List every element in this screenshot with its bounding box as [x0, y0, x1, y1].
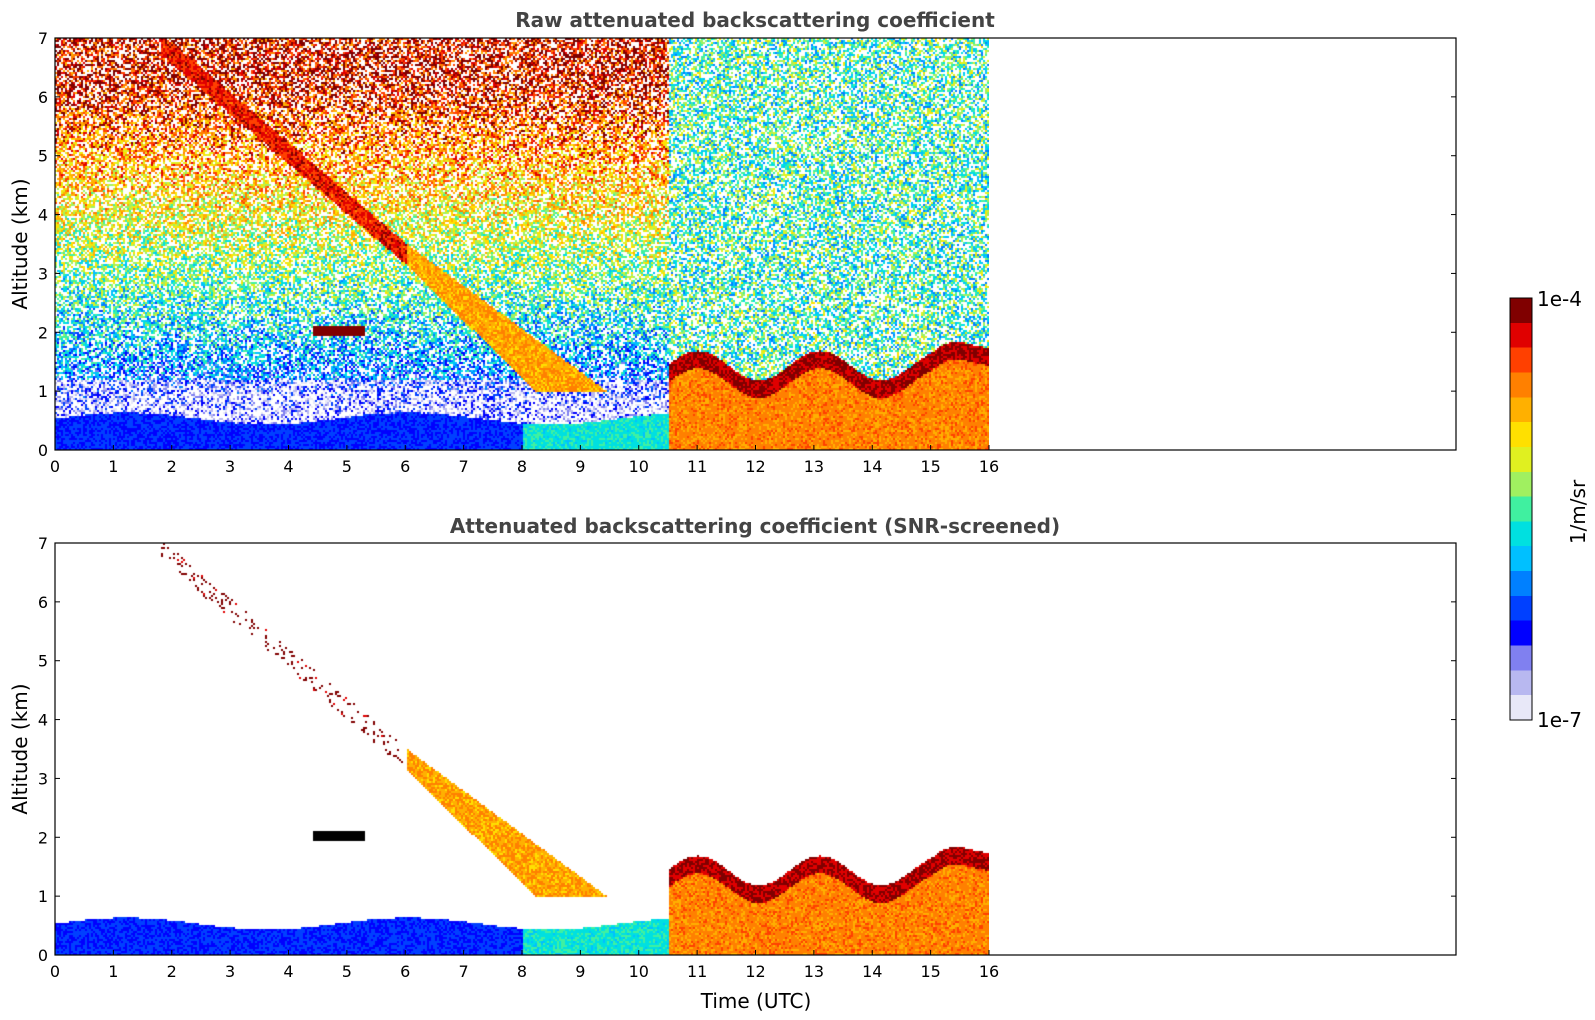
panel-screened-title: Attenuated backscattering coefficient (S…: [450, 514, 1060, 538]
heatmap-image: [55, 38, 989, 450]
y-tick-label: 0: [38, 441, 48, 460]
x-tick-label: 10: [629, 962, 649, 981]
panel-screened-y-label: Altitude (km): [8, 683, 32, 814]
y-tick-label: 1: [38, 887, 48, 906]
panel-screened-x-ticks: 0 1 2 3 4 5 6 7 8 9 10 11 12 13 14 15 16: [50, 950, 999, 981]
y-tick-label: 5: [38, 147, 48, 166]
colorbar-min-label: 1e-7: [1537, 708, 1582, 732]
x-tick-label: 11: [687, 457, 707, 476]
x-tick-label: 10: [629, 457, 649, 476]
panel-screened: Attenuated backscattering coefficient (S…: [8, 514, 1457, 1013]
x-tick-label: 7: [459, 457, 469, 476]
x-tick-label: 14: [862, 962, 882, 981]
panel-screened-heatmap: [55, 543, 989, 955]
x-tick-label: 6: [400, 962, 410, 981]
panel-raw: Raw attenuated backscattering coefficien…: [8, 8, 1457, 476]
colorbar: 1e-4 1e-7 1/m/sr: [1509, 287, 1590, 732]
x-tick-label: 4: [283, 457, 293, 476]
y-tick-label: 3: [38, 264, 48, 283]
x-tick-label: 6: [400, 457, 410, 476]
panel-raw-y-ticks: 0 1 2 3 4 5 6 7: [38, 29, 1456, 460]
x-tick-label: 5: [342, 962, 352, 981]
x-tick-label: 5: [342, 457, 352, 476]
x-tick-label: 0: [50, 962, 60, 981]
y-tick-label: 6: [38, 88, 48, 107]
colorbar-unit-label: 1/m/sr: [1566, 479, 1590, 544]
x-tick-label: 13: [804, 457, 824, 476]
x-tick-label: 16: [979, 962, 999, 981]
y-tick-label: 2: [38, 828, 48, 847]
x-tick-label: 4: [283, 962, 293, 981]
x-tick-label: 12: [745, 962, 765, 981]
panel-raw-heatmap: [55, 38, 989, 450]
y-tick-label: 2: [38, 323, 48, 342]
y-tick-label: 4: [38, 711, 48, 730]
x-tick-label: 15: [920, 457, 940, 476]
panel-raw-y-label: Altitude (km): [8, 178, 32, 309]
y-tick-label: 7: [38, 534, 48, 553]
x-tick-label: 9: [575, 962, 585, 981]
x-tick-label: 8: [517, 962, 527, 981]
colorbar-max-label: 1e-4: [1537, 287, 1582, 311]
y-tick-label: 7: [38, 29, 48, 48]
x-tick-label: 16: [979, 457, 999, 476]
heatmap-image: [55, 543, 989, 955]
y-tick-label: 5: [38, 652, 48, 671]
x-tick-label: 12: [745, 457, 765, 476]
x-tick-label: 13: [804, 962, 824, 981]
x-tick-label: 14: [862, 457, 882, 476]
x-tick-label: 2: [167, 962, 177, 981]
colorbar-bar: [1509, 297, 1533, 721]
y-tick-label: 6: [38, 593, 48, 612]
x-tick-label: 7: [459, 962, 469, 981]
x-tick-label: 1: [108, 457, 118, 476]
panel-screened-x-label: Time (UTC): [700, 989, 812, 1013]
x-tick-label: 3: [225, 962, 235, 981]
x-tick-label: 0: [50, 457, 60, 476]
x-tick-label: 1: [108, 962, 118, 981]
y-tick-label: 3: [38, 769, 48, 788]
panel-screened-y-ticks: 0 1 2 3 4 5 6 7: [38, 534, 1456, 965]
x-tick-label: 15: [920, 962, 940, 981]
x-tick-label: 2: [167, 457, 177, 476]
x-tick-label: 8: [517, 457, 527, 476]
y-tick-label: 0: [38, 946, 48, 965]
y-tick-label: 4: [38, 206, 48, 225]
panel-raw-x-ticks: 0 1 2 3 4 5 6 7 8 9 10 11 12 13 14 15 16: [50, 445, 999, 476]
x-tick-label: 3: [225, 457, 235, 476]
x-tick-label: 11: [687, 962, 707, 981]
x-tick-label: 9: [575, 457, 585, 476]
panel-raw-title: Raw attenuated backscattering coefficien…: [515, 8, 995, 32]
y-tick-label: 1: [38, 382, 48, 401]
